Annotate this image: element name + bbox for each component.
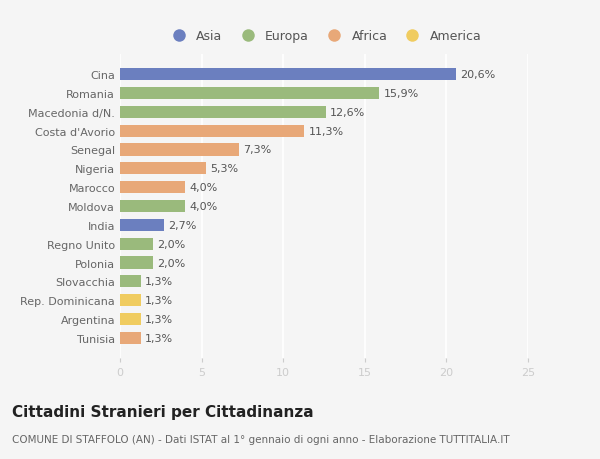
Text: 1,3%: 1,3% bbox=[145, 296, 173, 306]
Text: 2,0%: 2,0% bbox=[157, 239, 185, 249]
Bar bbox=[120, 294, 141, 307]
Bar bbox=[120, 163, 206, 175]
Bar bbox=[120, 238, 152, 250]
Bar bbox=[120, 69, 456, 81]
Text: COMUNE DI STAFFOLO (AN) - Dati ISTAT al 1° gennaio di ogni anno - Elaborazione T: COMUNE DI STAFFOLO (AN) - Dati ISTAT al … bbox=[12, 434, 509, 444]
Text: 2,0%: 2,0% bbox=[157, 258, 185, 268]
Bar bbox=[120, 125, 304, 137]
Text: 1,3%: 1,3% bbox=[145, 314, 173, 325]
Text: Cittadini Stranieri per Cittadinanza: Cittadini Stranieri per Cittadinanza bbox=[12, 404, 314, 419]
Text: 15,9%: 15,9% bbox=[383, 89, 419, 99]
Text: 1,3%: 1,3% bbox=[145, 333, 173, 343]
Bar bbox=[120, 332, 141, 344]
Text: 12,6%: 12,6% bbox=[330, 107, 365, 118]
Bar bbox=[120, 313, 141, 325]
Bar bbox=[120, 201, 185, 213]
Text: 2,7%: 2,7% bbox=[168, 220, 197, 230]
Bar bbox=[120, 88, 379, 100]
Bar bbox=[120, 219, 164, 231]
Bar bbox=[120, 182, 185, 194]
Text: 1,3%: 1,3% bbox=[145, 277, 173, 287]
Text: 5,3%: 5,3% bbox=[211, 164, 239, 174]
Bar bbox=[120, 144, 239, 156]
Legend: Asia, Europa, Africa, America: Asia, Europa, Africa, America bbox=[161, 25, 487, 48]
Text: 7,3%: 7,3% bbox=[243, 145, 271, 155]
Text: 11,3%: 11,3% bbox=[308, 126, 344, 136]
Text: 20,6%: 20,6% bbox=[460, 70, 496, 80]
Text: 4,0%: 4,0% bbox=[190, 202, 218, 212]
Bar bbox=[120, 257, 152, 269]
Text: 4,0%: 4,0% bbox=[190, 183, 218, 193]
Bar bbox=[120, 106, 326, 119]
Bar bbox=[120, 276, 141, 288]
